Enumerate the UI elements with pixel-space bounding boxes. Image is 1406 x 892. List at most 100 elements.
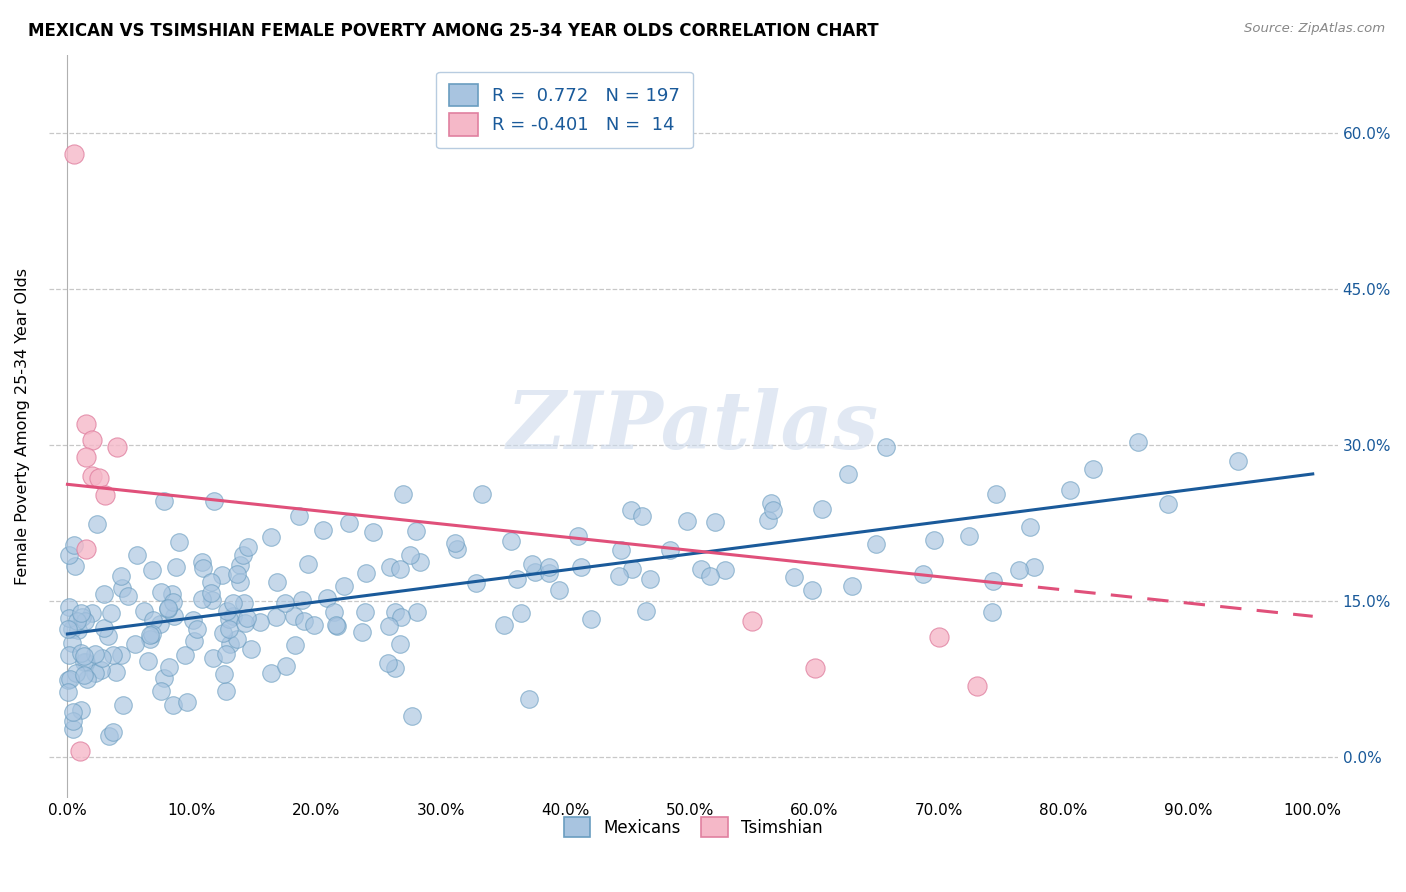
Point: [714, 563, 737, 577]
Point: [274, 659, 297, 673]
Point: [65, 558, 87, 573]
Point: [162, 698, 184, 712]
Point: [72, 656, 94, 670]
Point: [260, 531, 283, 545]
Point: [218, 612, 240, 626]
Point: [204, 493, 226, 508]
Point: [69, 646, 91, 660]
Point: [211, 568, 233, 582]
Point: [922, 533, 945, 547]
Text: Source: ZipAtlas.com: Source: ZipAtlas.com: [1244, 22, 1385, 36]
Point: [110, 569, 132, 583]
Point: [354, 605, 377, 619]
Point: [153, 494, 176, 508]
Point: [139, 632, 162, 646]
Point: [233, 615, 256, 630]
Point: [981, 605, 1004, 619]
Point: [84, 665, 107, 680]
Point: [284, 638, 307, 652]
Point: [332, 579, 354, 593]
Point: [69, 744, 91, 758]
Point: [200, 586, 222, 600]
Point: [202, 650, 225, 665]
Point: [1128, 435, 1150, 450]
Point: [264, 610, 287, 624]
Point: [149, 585, 172, 599]
Point: [325, 617, 347, 632]
Point: [378, 560, 401, 574]
Point: [322, 606, 344, 620]
Point: [841, 579, 863, 593]
Point: [875, 440, 897, 454]
Point: [153, 671, 176, 685]
Point: [70, 609, 93, 624]
Point: [183, 613, 205, 627]
Point: [405, 524, 427, 538]
Y-axis label: Female Poverty Among 25-34 Year Olds: Female Poverty Among 25-34 Year Olds: [15, 268, 30, 585]
Point: [865, 537, 887, 551]
Point: [58, 600, 80, 615]
Point: [136, 654, 159, 668]
Point: [229, 575, 252, 590]
Point: [288, 509, 311, 524]
Point: [579, 612, 602, 626]
Point: [225, 632, 247, 647]
Point: [981, 574, 1004, 588]
Point: [222, 608, 245, 623]
Point: [1059, 483, 1081, 497]
Point: [124, 637, 146, 651]
Point: [384, 605, 406, 619]
Point: [103, 648, 125, 662]
Point: [191, 592, 214, 607]
Point: [607, 568, 630, 582]
Point: [56, 685, 79, 699]
Point: [76, 672, 98, 686]
Point: [443, 536, 465, 550]
Point: [571, 560, 593, 574]
Point: [406, 605, 429, 619]
Point: [215, 684, 238, 698]
Point: [93, 587, 115, 601]
Point: [200, 574, 222, 589]
Point: [621, 562, 644, 576]
Point: [165, 560, 187, 574]
Point: [699, 569, 721, 583]
Point: [219, 637, 242, 651]
Point: [73, 614, 96, 628]
Point: [291, 593, 314, 607]
Point: [704, 515, 727, 529]
Text: MEXICAN VS TSIMSHIAN FEMALE POVERTY AMONG 25-34 YEAR OLDS CORRELATION CHART: MEXICAN VS TSIMSHIAN FEMALE POVERTY AMON…: [28, 22, 879, 40]
Point: [389, 609, 412, 624]
Text: ZIPatlas: ZIPatlas: [508, 388, 879, 466]
Legend: Mexicans, Tsimshian: Mexicans, Tsimshian: [555, 808, 831, 846]
Point: [741, 615, 763, 629]
Point: [326, 619, 349, 633]
Point: [58, 549, 80, 563]
Point: [163, 609, 186, 624]
Point: [73, 668, 96, 682]
Point: [510, 606, 533, 620]
Point: [384, 661, 406, 675]
Point: [401, 708, 423, 723]
Point: [232, 596, 254, 610]
Point: [90, 663, 112, 677]
Point: [634, 604, 657, 618]
Point: [87, 471, 110, 485]
Point: [58, 648, 80, 663]
Point: [94, 488, 117, 502]
Point: [352, 625, 374, 640]
Point: [229, 558, 252, 572]
Point: [82, 607, 104, 621]
Point: [160, 587, 183, 601]
Point: [66, 614, 89, 628]
Point: [389, 637, 412, 651]
Point: [409, 555, 432, 569]
Point: [984, 487, 1007, 501]
Point: [928, 630, 950, 644]
Point: [226, 566, 249, 581]
Point: [90, 650, 112, 665]
Point: [82, 469, 104, 483]
Point: [762, 502, 785, 516]
Point: [354, 566, 377, 581]
Point: [162, 595, 184, 609]
